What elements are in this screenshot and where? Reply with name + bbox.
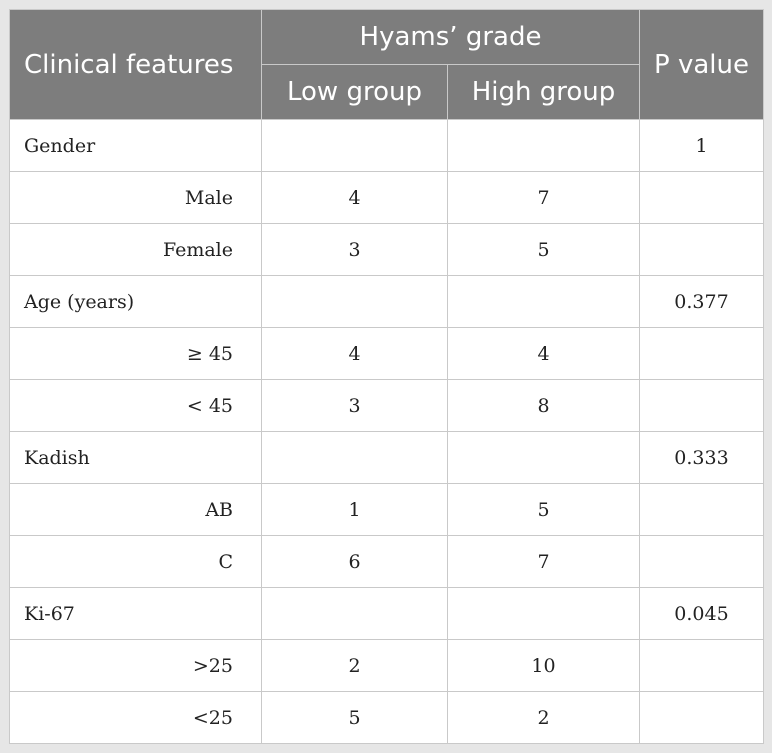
table-row: AB 1 5 [9,483,764,536]
p-value-cell [639,691,764,744]
high-group-cell [447,587,640,640]
header-low-group: Low group [261,64,448,120]
high-group-cell: 7 [447,535,640,588]
p-value-cell: 0.045 [639,587,764,640]
table-row: C 6 7 [9,535,764,588]
header-p-value: P value [639,9,764,120]
table-row: Age (years) 0.377 [9,275,764,328]
table-header: Clinical features Hyams’ grade P value L… [9,9,764,120]
low-group-cell: 3 [261,379,448,432]
table-row: ≥ 45 4 4 [9,327,764,380]
table-row: Male 4 7 [9,171,764,224]
row-label: Kadish [9,431,262,484]
low-group-cell: 2 [261,639,448,692]
p-value-cell: 1 [639,119,764,172]
high-group-cell: 5 [447,483,640,536]
table-body: Gender 1 Male 4 7 Female 3 5 Age (years) [9,119,764,744]
low-group-cell: 3 [261,223,448,276]
row-label: < 45 [9,379,262,432]
header-row-bottom: Low group High group [10,64,764,120]
low-group-cell: 4 [261,171,448,224]
header-clinical-features: Clinical features [9,9,262,120]
p-value-cell [639,483,764,536]
table-row: Female 3 5 [9,223,764,276]
high-group-cell [447,431,640,484]
p-value-cell [639,223,764,276]
table-row: <25 5 2 [9,691,764,744]
high-group-cell [447,119,640,172]
table-row: Kadish 0.333 [9,431,764,484]
row-label: AB [9,483,262,536]
row-label: ≥ 45 [9,327,262,380]
table-row: >25 2 10 [9,639,764,692]
row-label: <25 [9,691,262,744]
p-value-cell [639,171,764,224]
row-label: Age (years) [9,275,262,328]
p-value-cell [639,535,764,588]
low-group-cell: 4 [261,327,448,380]
low-group-cell [261,119,448,172]
high-group-cell: 10 [447,639,640,692]
low-group-cell: 1 [261,483,448,536]
low-group-cell [261,587,448,640]
table-row: < 45 3 8 [9,379,764,432]
table-row: Ki-67 0.045 [9,587,764,640]
row-label: Ki-67 [9,587,262,640]
row-label: Gender [9,119,262,172]
low-group-cell [261,275,448,328]
high-group-cell: 8 [447,379,640,432]
row-label: Female [9,223,262,276]
header-hyams-grade: Hyams’ grade [261,9,640,65]
low-group-cell [261,431,448,484]
p-value-cell: 0.377 [639,275,764,328]
header-high-group: High group [447,64,640,120]
header-row-top: Clinical features Hyams’ grade P value [9,9,764,120]
high-group-cell: 4 [447,327,640,380]
p-value-cell [639,639,764,692]
p-value-cell [639,379,764,432]
clinical-features-table: Clinical features Hyams’ grade P value L… [9,9,764,744]
table-row: Gender 1 [9,119,764,172]
row-label: >25 [9,639,262,692]
high-group-cell: 7 [447,171,640,224]
high-group-cell [447,275,640,328]
low-group-cell: 5 [261,691,448,744]
p-value-cell: 0.333 [639,431,764,484]
p-value-cell [639,327,764,380]
row-label: Male [9,171,262,224]
high-group-cell: 2 [447,691,640,744]
row-label: C [9,535,262,588]
high-group-cell: 5 [447,223,640,276]
low-group-cell: 6 [261,535,448,588]
